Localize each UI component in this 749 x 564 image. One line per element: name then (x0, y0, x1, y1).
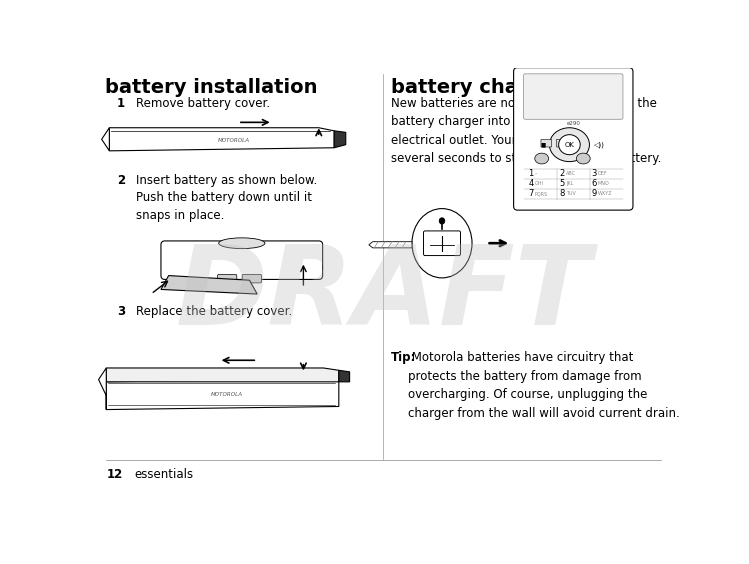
Text: MOTOROLA: MOTOROLA (210, 393, 243, 398)
Text: 4: 4 (528, 179, 533, 188)
Ellipse shape (535, 153, 548, 164)
Text: battery charging: battery charging (391, 78, 576, 98)
Ellipse shape (440, 218, 445, 224)
Text: battery installation: battery installation (105, 78, 318, 98)
Text: PQRS: PQRS (534, 191, 548, 196)
Text: DEF: DEF (598, 171, 607, 177)
Text: Tip:: Tip: (391, 351, 416, 364)
Polygon shape (106, 379, 339, 409)
Text: ■: ■ (540, 142, 545, 147)
Polygon shape (161, 276, 257, 294)
Text: MNO: MNO (598, 182, 609, 187)
Text: JKL: JKL (566, 182, 574, 187)
Text: ABC: ABC (566, 171, 576, 177)
FancyBboxPatch shape (423, 231, 461, 255)
FancyBboxPatch shape (557, 139, 567, 147)
Polygon shape (99, 368, 106, 409)
Polygon shape (369, 242, 412, 248)
Polygon shape (109, 127, 334, 151)
Text: DRAFT: DRAFT (176, 241, 591, 349)
Text: MOTOROLA: MOTOROLA (218, 138, 250, 143)
Polygon shape (102, 127, 109, 151)
Text: WXYZ: WXYZ (598, 191, 612, 196)
Text: 3: 3 (592, 169, 597, 178)
Text: 12: 12 (106, 468, 123, 481)
Text: 6: 6 (592, 179, 597, 188)
FancyBboxPatch shape (514, 68, 633, 210)
Ellipse shape (219, 238, 265, 249)
FancyBboxPatch shape (161, 241, 323, 279)
Text: Replace the battery cover.: Replace the battery cover. (136, 305, 292, 318)
FancyBboxPatch shape (524, 74, 623, 119)
Text: e290: e290 (566, 121, 580, 126)
Text: ◁)): ◁)) (594, 142, 605, 148)
Text: New batteries are not fully charged. Plug the
battery charger into your phone an: New batteries are not fully charged. Plu… (391, 97, 661, 165)
Text: 3: 3 (117, 305, 125, 318)
Polygon shape (339, 371, 350, 382)
Ellipse shape (577, 153, 590, 164)
Text: 9: 9 (592, 190, 597, 199)
Text: 7: 7 (528, 190, 533, 199)
Text: Remove battery cover.: Remove battery cover. (136, 97, 270, 110)
Text: 2: 2 (560, 169, 565, 178)
Ellipse shape (412, 209, 472, 278)
Text: 2: 2 (117, 174, 125, 187)
Text: .-: .- (534, 171, 538, 177)
Text: Insert battery as shown below.
Push the battery down until it
snaps in place.: Insert battery as shown below. Push the … (136, 174, 317, 222)
Ellipse shape (559, 135, 580, 155)
Text: essentials: essentials (134, 468, 193, 481)
FancyBboxPatch shape (541, 139, 552, 147)
Ellipse shape (550, 127, 589, 162)
FancyBboxPatch shape (242, 275, 261, 283)
Text: 1: 1 (528, 169, 533, 178)
Text: TUV: TUV (566, 191, 576, 196)
Text: 5: 5 (560, 179, 565, 188)
Polygon shape (106, 368, 339, 382)
Text: GHI: GHI (534, 182, 543, 187)
Polygon shape (334, 131, 346, 148)
Text: OK: OK (565, 142, 574, 148)
Text: 1: 1 (117, 97, 125, 110)
FancyBboxPatch shape (217, 275, 237, 283)
Text: 8: 8 (560, 190, 565, 199)
Text: Motorola batteries have circuitry that
protects the battery from damage from
ove: Motorola batteries have circuitry that p… (408, 351, 680, 420)
